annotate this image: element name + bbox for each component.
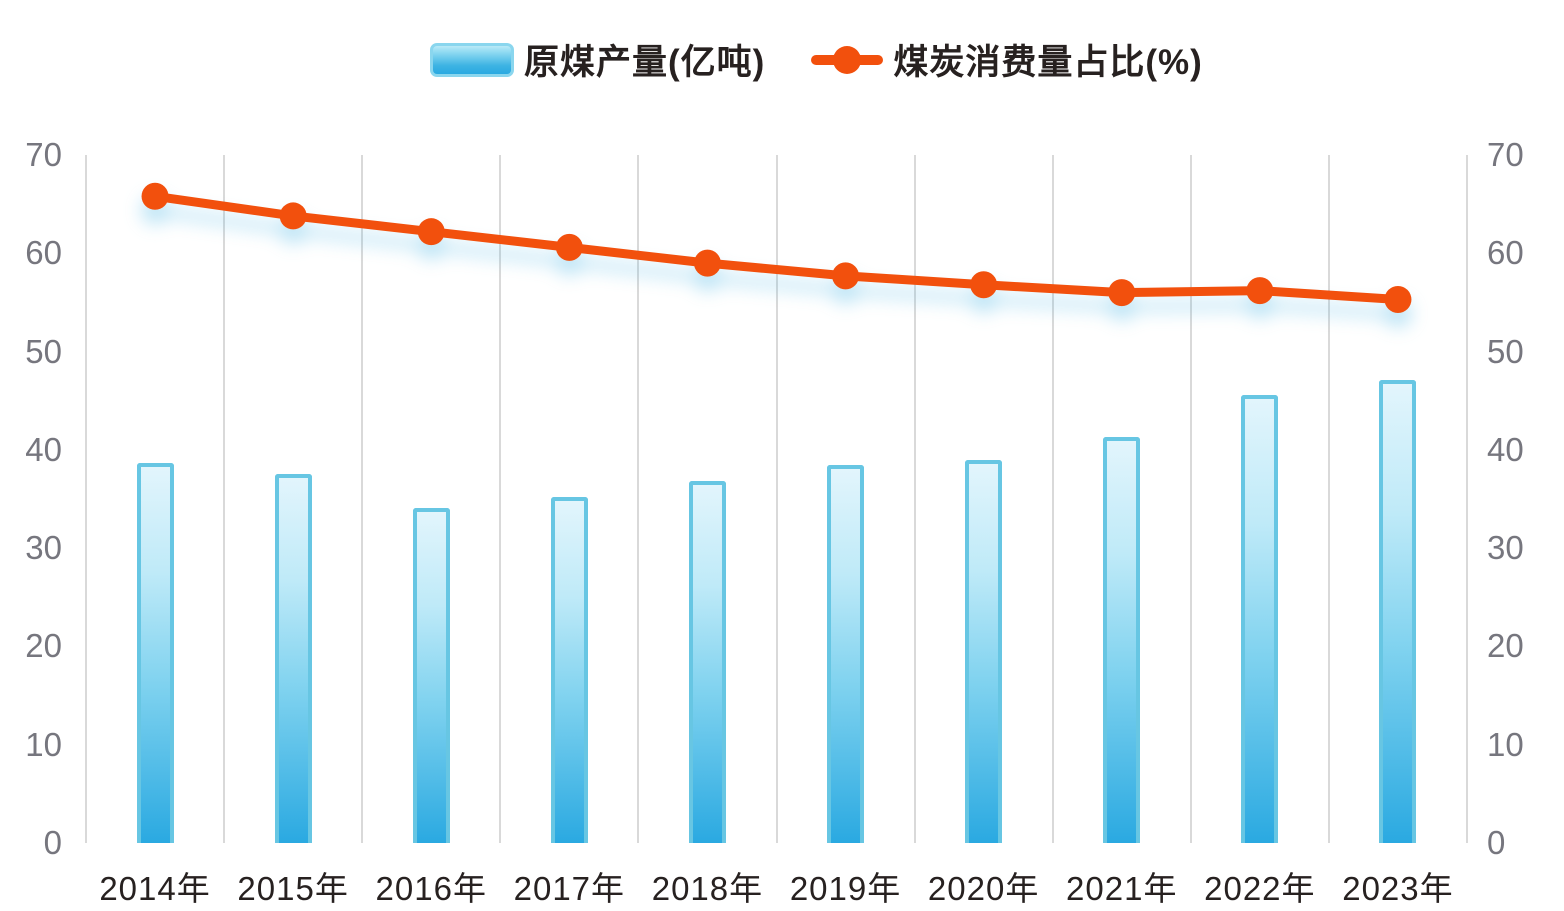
x-label-2018年: 2018年 — [651, 870, 764, 907]
line-point-2018年 — [693, 249, 721, 277]
line-symbol-dot — [833, 45, 862, 74]
gridline — [775, 155, 778, 843]
bar-2021年 — [1103, 437, 1141, 843]
x-label-2016年: 2016年 — [375, 870, 487, 907]
legend-label-bar: 原煤产量(亿吨) — [524, 43, 766, 82]
line-point-2017年 — [555, 233, 583, 261]
legend: 原煤产量(亿吨) 煤炭消费量占比(%) — [430, 34, 1203, 85]
bar-2019年 — [827, 464, 865, 843]
gridline — [85, 155, 87, 843]
y-tick-left-40: 40 — [25, 430, 62, 468]
legend-item-bar: 原煤产量(亿吨) — [430, 34, 765, 85]
line-point-2020年 — [970, 271, 998, 299]
bar-2020年 — [965, 459, 1003, 843]
gridline — [1327, 155, 1330, 843]
y-tick-left-20: 20 — [25, 627, 62, 665]
y-tick-right-30: 30 — [1487, 529, 1524, 567]
x-label-2020年: 2020年 — [927, 870, 1040, 907]
legend-label-line: 煤炭消费量占比(%) — [893, 43, 1203, 82]
y-tick-right-60: 60 — [1487, 234, 1524, 272]
y-tick-left-50: 50 — [25, 332, 62, 370]
gridline — [361, 155, 364, 843]
y-tick-right-0: 0 — [1487, 824, 1506, 861]
line-point-2021年 — [1108, 279, 1136, 307]
gridline — [1051, 155, 1054, 843]
y-tick-left-60: 60 — [25, 234, 62, 272]
bar-series-swatch-icon — [430, 42, 514, 77]
bar-2018年 — [688, 481, 726, 843]
y-tick-left-0: 0 — [43, 824, 62, 861]
line-point-2016年 — [417, 218, 445, 246]
x-label-2021年: 2021年 — [1066, 870, 1178, 907]
y-tick-left-30: 30 — [25, 529, 62, 567]
bar-2022年 — [1241, 394, 1279, 843]
line-point-2022年 — [1246, 277, 1274, 305]
line-point-2014年 — [141, 182, 169, 210]
x-label-2019年: 2019年 — [789, 870, 902, 907]
gridline — [223, 155, 226, 843]
gridline — [499, 155, 502, 843]
gridline — [1189, 155, 1192, 843]
gridline — [1466, 155, 1468, 843]
y-tick-right-20: 20 — [1487, 627, 1524, 665]
x-label-2015年: 2015年 — [237, 870, 349, 907]
bar-2014年 — [136, 462, 174, 843]
legend-item-line: 煤炭消费量占比(%) — [811, 34, 1202, 85]
bar-2016年 — [412, 507, 450, 843]
y-tick-left-10: 10 — [25, 725, 62, 763]
y-tick-right-50: 50 — [1487, 332, 1524, 370]
line-point-2023年 — [1384, 285, 1412, 313]
x-label-2017年: 2017年 — [513, 870, 626, 907]
y-tick-right-40: 40 — [1487, 430, 1524, 468]
gridline — [913, 155, 916, 843]
line-point-2015年 — [279, 202, 307, 230]
x-label-2014年: 2014年 — [99, 870, 211, 907]
bar-2017年 — [550, 497, 588, 843]
y-tick-left-70: 70 — [25, 136, 62, 173]
bar-2015年 — [274, 474, 312, 843]
gridline — [637, 155, 640, 843]
line-series-symbol-icon — [811, 43, 884, 77]
bar-2023年 — [1379, 380, 1417, 843]
y-tick-right-70: 70 — [1487, 136, 1524, 173]
x-label-2022年: 2022年 — [1204, 870, 1316, 907]
line-point-2019年 — [832, 262, 860, 290]
y-tick-right-10: 10 — [1487, 725, 1524, 763]
x-label-2023年: 2023年 — [1342, 870, 1454, 907]
